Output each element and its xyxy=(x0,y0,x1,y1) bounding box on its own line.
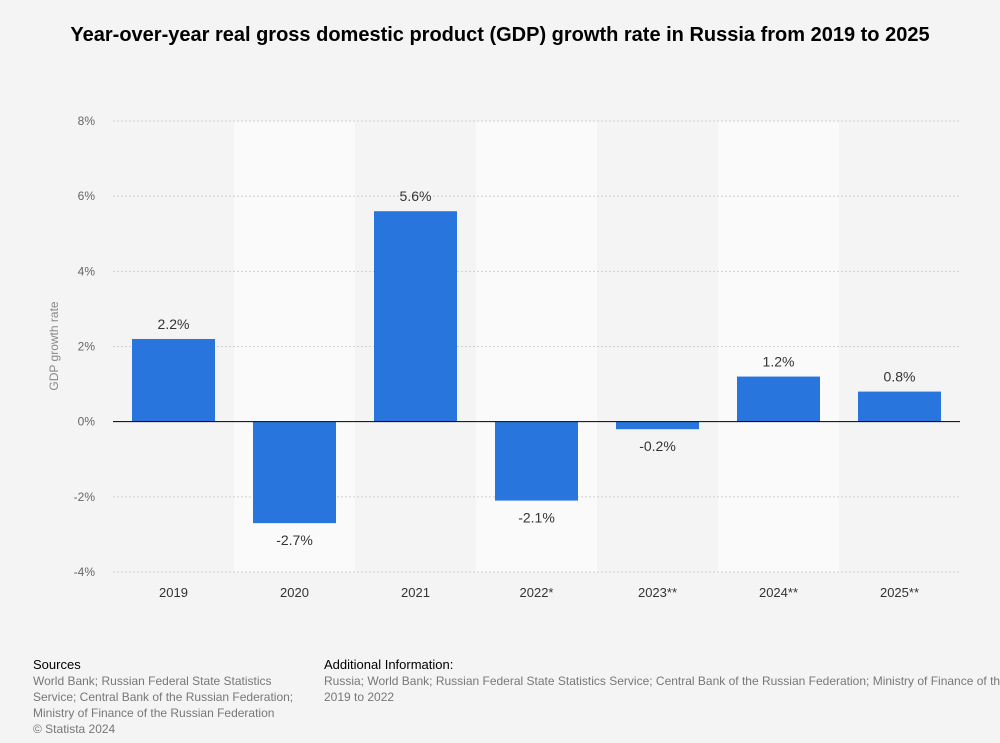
y-axis-ticks: 8% 6% 4% 2% 0% -2% -4% xyxy=(74,114,96,579)
data-label: -2.1% xyxy=(518,510,555,526)
data-label: -2.7% xyxy=(276,532,313,548)
bar xyxy=(253,421,336,524)
y-tick-label: 4% xyxy=(78,264,96,278)
data-label: 0.8% xyxy=(884,369,916,385)
bar xyxy=(132,338,215,422)
bar xyxy=(858,391,941,422)
y-tick-label: 2% xyxy=(78,340,96,354)
y-tick-label: 6% xyxy=(78,189,96,203)
data-label: -0.2% xyxy=(639,438,676,454)
y-tick-label: -2% xyxy=(74,490,96,504)
data-label: 1.2% xyxy=(763,354,795,370)
sources-line: Service; Central Bank of the Russian Fed… xyxy=(33,690,294,704)
bar xyxy=(616,421,699,430)
x-tick-label: 2021 xyxy=(401,585,430,600)
bars xyxy=(132,211,941,524)
additional-info-line: Russia; World Bank; Russian Federal Stat… xyxy=(324,674,1000,688)
bar xyxy=(495,421,578,501)
x-tick-label: 2019 xyxy=(159,585,188,600)
sources-line: Ministry of Finance of the Russian Feder… xyxy=(33,706,275,720)
y-tick-label: 8% xyxy=(78,114,96,128)
x-tick-label: 2025** xyxy=(880,585,919,600)
data-labels: 2.2% -2.7% 5.6% -2.1% -0.2% 1.2% 0.8% xyxy=(158,188,916,548)
bar xyxy=(737,376,820,422)
sources-line: World Bank; Russian Federal State Statis… xyxy=(33,674,272,688)
chart-title: Year-over-year real gross domestic produ… xyxy=(70,24,930,46)
x-tick-label: 2022* xyxy=(520,585,554,600)
additional-info-block: Additional Information: Russia; World Ba… xyxy=(324,657,1000,705)
additional-info-heading: Additional Information: xyxy=(324,657,454,672)
y-tick-label: 0% xyxy=(78,415,96,429)
x-tick-label: 2020 xyxy=(280,585,309,600)
data-label: 5.6% xyxy=(400,188,432,204)
data-label: 2.2% xyxy=(158,316,190,332)
y-axis-label: GDP growth rate xyxy=(47,301,61,390)
x-axis-labels: 2019 2020 2021 2022* 2023** 2024** 2025** xyxy=(159,585,919,600)
bar xyxy=(374,211,457,422)
sources-block: Sources World Bank; Russian Federal Stat… xyxy=(33,657,303,737)
additional-info-line: 2019 to 2022 xyxy=(324,690,395,704)
sources-heading: Sources xyxy=(33,657,81,672)
x-tick-label: 2024** xyxy=(759,585,798,600)
copyright-text: © Statista 2024 xyxy=(33,722,116,736)
x-tick-label: 2023** xyxy=(638,585,677,600)
y-tick-label: -4% xyxy=(74,565,96,579)
